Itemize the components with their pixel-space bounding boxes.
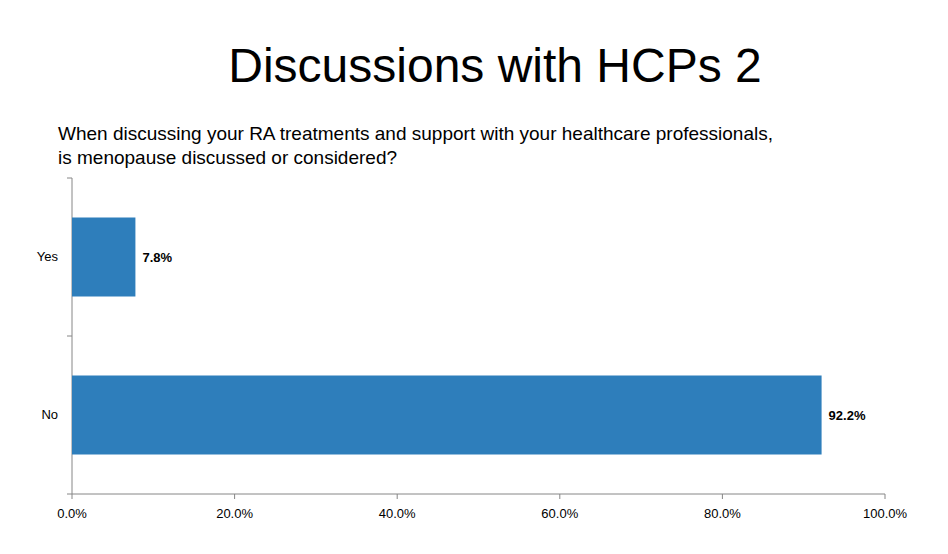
chart: Discussions with HCPs 2 When discussing y… bbox=[0, 0, 948, 554]
bar bbox=[72, 376, 822, 455]
subtitle-line: is menopause discussed or considered? bbox=[58, 147, 397, 168]
x-tick-label: 40.0% bbox=[379, 506, 416, 521]
y-tick bbox=[67, 336, 72, 337]
bars bbox=[72, 218, 822, 455]
y-tick bbox=[67, 494, 72, 495]
title: Discussions with HCPs 2 bbox=[228, 39, 761, 92]
x-tick-label: 20.0% bbox=[216, 506, 253, 521]
x-tick bbox=[559, 494, 560, 499]
x-tick bbox=[722, 494, 723, 499]
data-label: 92.2% bbox=[829, 408, 866, 423]
x-tick bbox=[885, 494, 886, 499]
x-tick bbox=[234, 494, 235, 499]
y-tick-label: No bbox=[41, 407, 58, 422]
x-tick bbox=[72, 494, 73, 499]
x-tick-label: 60.0% bbox=[541, 506, 578, 521]
subtitle: When discussing your RA treatments and s… bbox=[58, 123, 773, 168]
x-tick-label: 100.0% bbox=[863, 506, 908, 521]
bar bbox=[72, 218, 135, 297]
x-tick-label: 80.0% bbox=[704, 506, 741, 521]
subtitle-line: When discussing your RA treatments and s… bbox=[58, 123, 773, 144]
y-tick-label: Yes bbox=[37, 249, 59, 264]
data-label: 7.8% bbox=[142, 250, 172, 265]
x-axis bbox=[72, 494, 885, 495]
x-tick-label: 0.0% bbox=[57, 506, 87, 521]
x-tick bbox=[397, 494, 398, 499]
y-tick bbox=[67, 178, 72, 179]
